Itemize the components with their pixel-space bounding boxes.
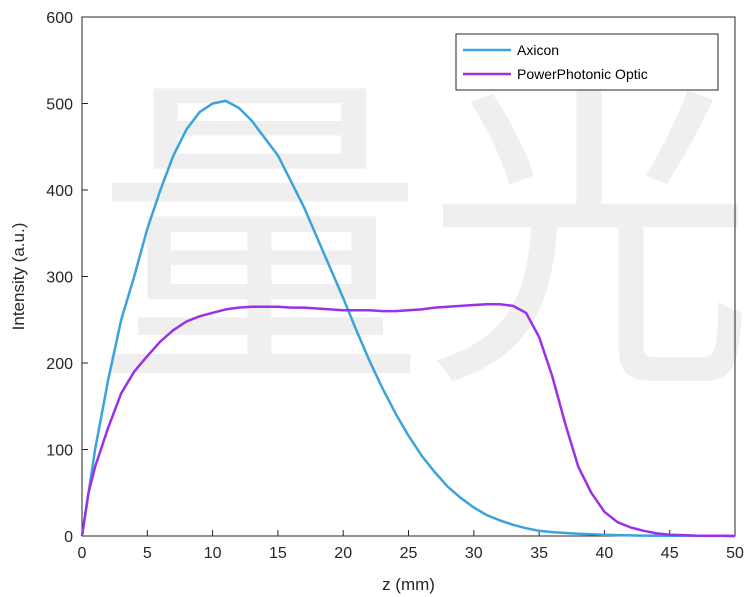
- y-tick-label: 400: [46, 183, 73, 200]
- y-tick-label: 500: [46, 97, 73, 114]
- x-tick-label: 15: [269, 545, 287, 562]
- legend-label-axicon: Axicon: [517, 42, 559, 58]
- series-line-powerphotonic-optic: [80, 302, 736, 538]
- x-tick-label: 0: [78, 545, 87, 562]
- x-tick-label: 45: [661, 545, 679, 562]
- x-tick-label: 35: [530, 545, 548, 562]
- legend: Axicon PowerPhotonic Optic: [455, 33, 719, 91]
- y-tick-label: 200: [46, 356, 73, 373]
- watermark: 量光: [95, 49, 748, 433]
- series-lines: [80, 99, 736, 538]
- y-tick-label: 100: [46, 443, 73, 460]
- legend-box: [455, 33, 719, 91]
- watermark-text: 量光: [95, 49, 748, 433]
- y-tick-label: 300: [46, 270, 73, 287]
- x-tick-label: 40: [596, 545, 614, 562]
- x-tick-label: 10: [204, 545, 222, 562]
- x-tick-label: 5: [143, 545, 152, 562]
- y-tick-label: 0: [64, 529, 73, 546]
- y-axis: 0 100 200 300 400 500 600: [46, 10, 88, 546]
- x-axis-label: z (mm): [382, 575, 435, 594]
- x-tick-label: 20: [334, 545, 352, 562]
- x-tick-label: 25: [400, 545, 418, 562]
- x-tick-label: 30: [465, 545, 483, 562]
- legend-label-powerphotonic: PowerPhotonic Optic: [517, 66, 648, 82]
- series-line-axicon: [80, 99, 736, 538]
- y-axis-label: Intensity (a.u.): [9, 223, 28, 331]
- y-tick-label: 600: [46, 10, 73, 27]
- x-tick-label: 50: [726, 545, 744, 562]
